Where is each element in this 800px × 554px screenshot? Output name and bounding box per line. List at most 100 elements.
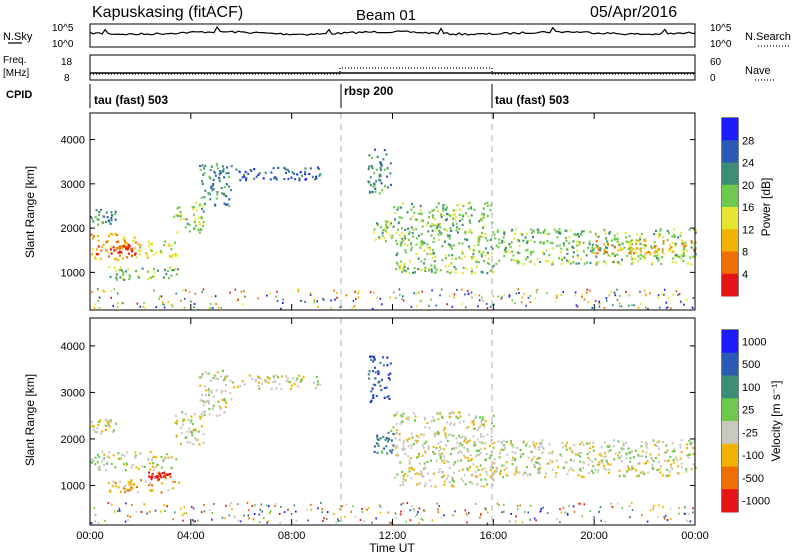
- power-cell: [379, 166, 382, 169]
- power-cell: [210, 165, 213, 168]
- velocity-cell: [190, 419, 193, 422]
- velocity-cell: [421, 454, 424, 457]
- power-cell: [440, 213, 442, 216]
- power-cell: [444, 240, 446, 243]
- velocity-cell: [204, 385, 207, 388]
- power-cell: [201, 180, 204, 183]
- power-speckle: [351, 306, 354, 309]
- power-cell: [431, 257, 434, 260]
- velocity-cell: [205, 394, 207, 397]
- velocity-cell: [526, 442, 528, 445]
- power-speckle: [313, 299, 316, 302]
- power-cell: [113, 257, 116, 260]
- power-cell: [397, 222, 400, 225]
- power-cell: [94, 256, 96, 259]
- power-speckle: [345, 294, 348, 297]
- power-cell: [684, 245, 686, 248]
- power-cell: [408, 231, 411, 234]
- velocity-cell: [445, 444, 448, 447]
- velocity-cell: [174, 414, 177, 417]
- power-speckle: [637, 306, 640, 309]
- velocity-cell: [387, 373, 390, 376]
- power-speckle: [376, 297, 378, 300]
- velocity-cell: [450, 411, 453, 414]
- velocity-cell: [98, 465, 101, 468]
- velocity-cell: [398, 438, 401, 441]
- velocity-cell: [173, 480, 176, 484]
- power-cell: [442, 204, 444, 207]
- power-cell: [448, 264, 451, 267]
- velocity-cell: [438, 412, 441, 416]
- power-cell: [420, 241, 423, 244]
- velocity-cell: [495, 470, 498, 473]
- velocity-cell: [424, 450, 426, 453]
- power-speckle: [527, 296, 530, 299]
- power-cell: [426, 243, 429, 246]
- velocity-cell: [620, 455, 623, 458]
- velocity-cell: [685, 468, 688, 471]
- velocity-cell: [447, 474, 450, 477]
- velocity-cell: [467, 425, 470, 429]
- power-cell: [508, 244, 511, 247]
- power-cell: [561, 258, 563, 261]
- velocity-cell: [680, 451, 683, 454]
- velocity-cell: [680, 439, 683, 442]
- velocity-ytick-label: 4000: [61, 341, 85, 353]
- power-cell: [522, 263, 525, 266]
- velocity-cell: [200, 412, 203, 415]
- power-cell: [479, 218, 482, 221]
- velocity-cell: [151, 476, 154, 479]
- velocity-speckle: [652, 506, 655, 509]
- power-cell: [609, 255, 612, 258]
- power-speckle: [401, 298, 403, 300]
- power-cell: [421, 243, 424, 246]
- power-cell: [671, 261, 674, 264]
- velocity-cell: [442, 448, 445, 451]
- power-ytick-label: 1000: [61, 267, 85, 279]
- velocity-cell: [437, 418, 440, 421]
- velocity-speckle: [140, 511, 143, 513]
- velocity-cell: [218, 405, 221, 408]
- velocity-cell: [491, 466, 494, 469]
- power-cell: [656, 257, 658, 260]
- velocity-cell: [171, 480, 174, 483]
- power-cell: [431, 209, 434, 212]
- velocity-cell: [586, 453, 589, 456]
- power-cell: [305, 178, 308, 181]
- velocity-cell: [478, 449, 480, 452]
- power-cell: [100, 249, 103, 252]
- velocity-cell: [690, 442, 693, 445]
- power-speckle: [508, 295, 511, 298]
- velocity-cell: [418, 452, 420, 456]
- power-cell: [99, 257, 102, 260]
- power-cell: [633, 252, 635, 255]
- power-cell: [472, 250, 475, 253]
- power-cell: [692, 255, 695, 258]
- velocity-cell: [668, 470, 671, 473]
- velocity-speckle: [173, 511, 176, 514]
- power-cell: [216, 162, 219, 165]
- velocity-speckle: [568, 504, 570, 507]
- velocity-cell: [156, 463, 159, 466]
- velocity-cell: [559, 453, 562, 456]
- power-cell: [518, 239, 521, 242]
- power-cell: [564, 229, 567, 232]
- velocity-cell: [613, 458, 616, 461]
- velocity-speckle: [211, 518, 213, 521]
- power-cell: [510, 241, 513, 244]
- power-cell: [490, 252, 493, 255]
- velocity-cell: [90, 461, 93, 464]
- power-cell: [387, 186, 389, 189]
- velocity-cell: [261, 382, 264, 385]
- velocity-cell: [579, 443, 582, 446]
- velocity-cell: [473, 427, 476, 430]
- power-speckle: [680, 301, 683, 304]
- power-cell: [396, 242, 399, 245]
- velocity-cell: [198, 443, 201, 446]
- velocity-cell: [538, 471, 541, 474]
- power-cell: [311, 175, 314, 178]
- power-cell: [223, 202, 226, 205]
- velocity-cell: [440, 415, 443, 418]
- power-cell: [291, 171, 294, 174]
- velocity-cell: [410, 432, 413, 435]
